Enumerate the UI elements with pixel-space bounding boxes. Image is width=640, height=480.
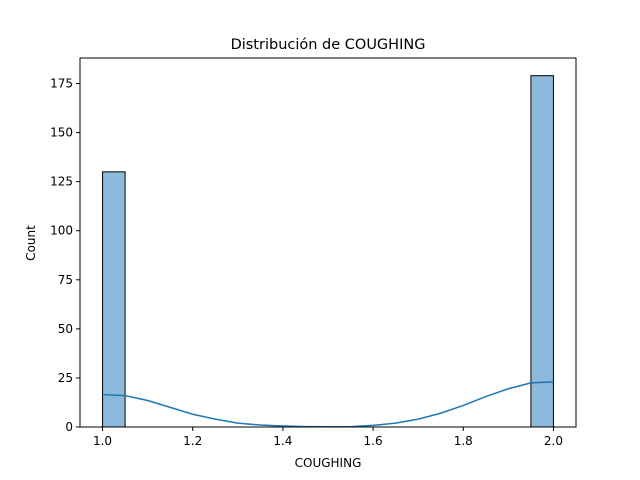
- y-tick-label: 0: [65, 420, 73, 434]
- histogram-bar-2: [530, 75, 554, 428]
- y-tick-label: 25: [58, 371, 73, 385]
- y-axis-ticks: 0 25 50 75 100 125 150 175: [50, 77, 80, 434]
- y-axis-label: Count: [24, 225, 38, 261]
- kde-curve: [102, 381, 554, 428]
- y-tick-label: 125: [50, 175, 73, 189]
- plot-frame: [79, 57, 577, 428]
- y-tick-label: 175: [50, 77, 73, 91]
- x-tick-label: 1.6: [364, 434, 383, 448]
- histogram-bars: [102, 75, 554, 428]
- y-tick-label: 100: [50, 224, 73, 238]
- chart-title: Distribución de COUGHING: [231, 37, 426, 53]
- y-tick-label: 150: [50, 126, 73, 140]
- x-tick-label: 2.0: [544, 434, 563, 448]
- x-tick-label: 1.2: [183, 434, 202, 448]
- y-tick-label: 75: [58, 273, 73, 287]
- y-tick-label: 50: [58, 322, 73, 336]
- histogram-bar-1: [102, 171, 126, 428]
- x-tick-label: 1.8: [454, 434, 473, 448]
- x-axis-ticks: 1.0 1.2 1.4 1.6 1.8 2.0: [93, 427, 563, 448]
- x-tick-label: 1.0: [93, 434, 112, 448]
- x-tick-label: 1.4: [273, 434, 292, 448]
- x-axis-label: COUGHING: [295, 456, 362, 470]
